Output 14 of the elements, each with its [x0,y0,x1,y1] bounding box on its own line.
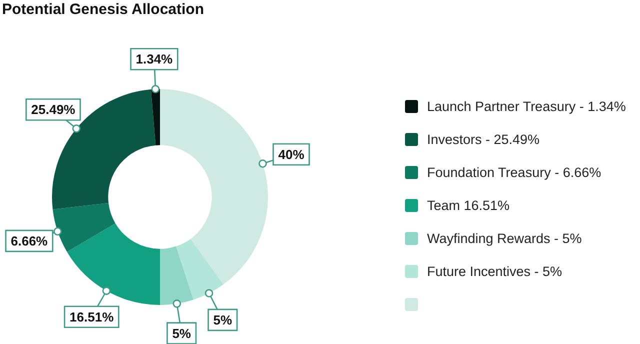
data-label: 16.51% [70,309,114,324]
chart-title: Potential Genesis Allocation [2,1,204,18]
data-label: 5% [213,312,232,328]
legend-label: Future Incentives - 5% [427,264,562,279]
legend-label: Team 16.51% [427,198,510,213]
legend-label: Foundation Treasury - 6.66% [427,165,602,180]
legend-label: Launch Partner Treasury - 1.34% [427,99,626,114]
data-label: 25.49% [31,102,76,118]
data-label: 40% [278,146,305,162]
legend-label: Wayfinding Rewards - 5% [427,231,582,246]
data-label: 5% [172,326,192,341]
legend-label: Investors - 25.49% [427,132,540,147]
data-label: 6.66% [10,234,48,249]
data-label: 1.34% [136,52,174,67]
